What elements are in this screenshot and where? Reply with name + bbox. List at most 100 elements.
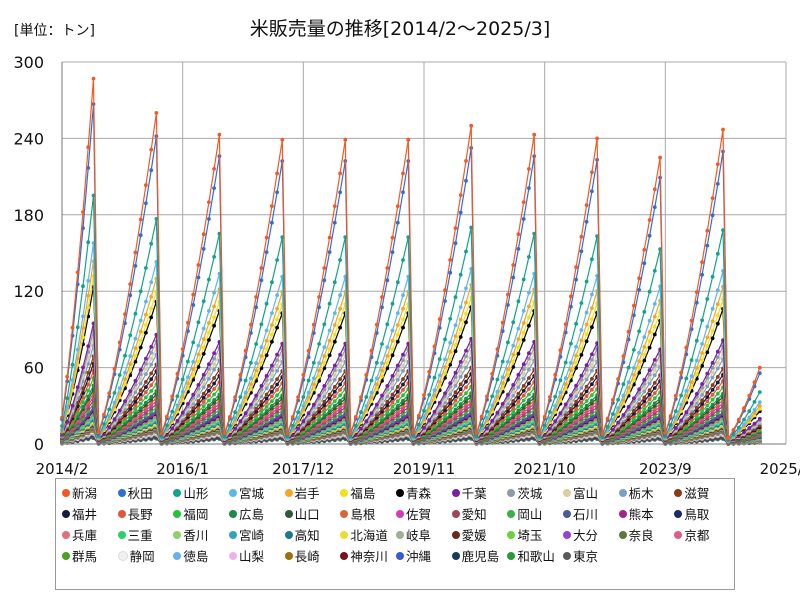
series-point-福井 [149,377,154,382]
series-point-広島 [390,409,395,413]
series-point-福岡 [647,401,652,406]
series-point-長野 [207,393,211,398]
series-point-長野 [332,394,337,399]
x-tick-label: 2023/9 [639,460,692,478]
series-point-滋賀 [133,396,138,400]
series-point-栃木 [149,362,154,367]
series-point-福岡 [710,397,715,402]
series-point-長野 [390,400,395,405]
series-point-滋賀 [700,398,704,403]
series-point-福井 [527,381,531,386]
series-point-長野 [516,400,521,404]
series-point-滋賀 [144,380,148,384]
series-point-長野 [453,398,458,403]
series-point-長野 [275,388,279,392]
series-point-長野 [401,388,405,392]
series-point-福井 [652,386,657,390]
series-point-長野 [149,383,154,387]
series-point-福井 [138,392,143,397]
series-point-滋賀 [207,384,211,388]
unit-label: [単位：トン] [14,23,95,39]
y-tick-label: 120 [13,282,44,301]
series-point-滋賀 [338,377,342,381]
series-point-広島 [332,404,337,408]
series-point-長野 [395,394,400,399]
series-point-広島 [133,411,138,416]
series-point-滋賀 [506,406,510,410]
series-point-福岡 [584,399,589,403]
series-point-福井 [212,381,217,386]
series-point-滋賀 [201,391,206,396]
series-point-福岡 [390,405,395,409]
x-tick-label: 2025/8 [760,460,800,478]
series-point-広島 [86,394,91,399]
series-point-富山 [338,363,342,368]
series-point-滋賀 [579,392,584,397]
series-point-滋賀 [317,406,321,411]
series-point-長野 [270,394,274,399]
series-point-広島 [642,411,647,415]
series-point-広島 [395,404,400,408]
series-point-長野 [579,400,584,405]
series-point-滋賀 [212,376,217,380]
series-point-長野 [458,392,463,397]
series-point-福井 [144,385,148,389]
series-point-滋賀 [264,392,269,397]
series-point-福岡 [332,399,337,404]
series-point-広島 [464,396,468,401]
x-tick-label: 2016/1 [156,460,209,478]
series-point-福岡 [327,405,332,409]
series-point-滋賀 [254,406,258,411]
series-point-滋賀 [464,374,468,378]
series-point-広島 [705,408,710,412]
series-point-広島 [270,404,274,408]
series-point-広島 [516,408,521,413]
series-point-福岡 [201,404,206,409]
series-point-福井 [590,382,594,387]
series-point-栃木 [144,372,148,376]
series-point-滋賀 [710,383,715,387]
series-point-広島 [647,406,652,411]
series-point-長野 [715,386,720,390]
series-point-福岡 [144,395,148,400]
series-point-滋賀 [705,390,710,395]
x-tick-label: 2019/11 [393,460,455,478]
series-point-滋賀 [401,377,405,381]
series-point-富山 [212,362,217,367]
series-point-滋賀 [590,376,594,381]
series-point-滋賀 [395,385,400,389]
series-point-広島 [207,403,211,408]
series-point-広島 [201,408,206,413]
series-point-滋賀 [715,375,720,379]
series-point-滋賀 [196,399,201,403]
chart-title: 米販売量の推移[2014/2～2025/3] [249,18,551,40]
series-point-長野 [138,397,143,401]
series-point-広島 [579,408,584,413]
series-point-福井 [453,394,458,399]
series-point-広島 [144,400,148,405]
series-point-富山 [149,356,154,361]
y-tick-label: 180 [13,206,44,225]
series-point-福井 [207,388,211,393]
series-point-長野 [652,391,657,395]
series-point-富山 [590,363,594,368]
y-tick-label: 0 [34,435,44,454]
series-point-福井 [584,389,589,394]
series-point-栃木 [527,367,531,372]
series-point-富山 [275,363,279,368]
series-point-滋賀 [637,402,641,407]
series-point-長野 [264,400,269,405]
series-point-福井 [458,387,463,392]
series-point-福岡 [338,393,342,398]
series-point-滋賀 [584,384,589,389]
series-point-長野 [212,387,217,391]
series-point-広島 [700,413,704,417]
series-point-広島 [453,407,458,412]
series-point-広島 [259,413,264,418]
series-point-広島 [338,398,342,403]
series-point-滋賀 [642,395,647,400]
series-point-滋賀 [632,408,636,413]
series-point-広島 [584,403,589,408]
series-point-広島 [138,406,143,410]
series-point-滋賀 [385,399,390,404]
